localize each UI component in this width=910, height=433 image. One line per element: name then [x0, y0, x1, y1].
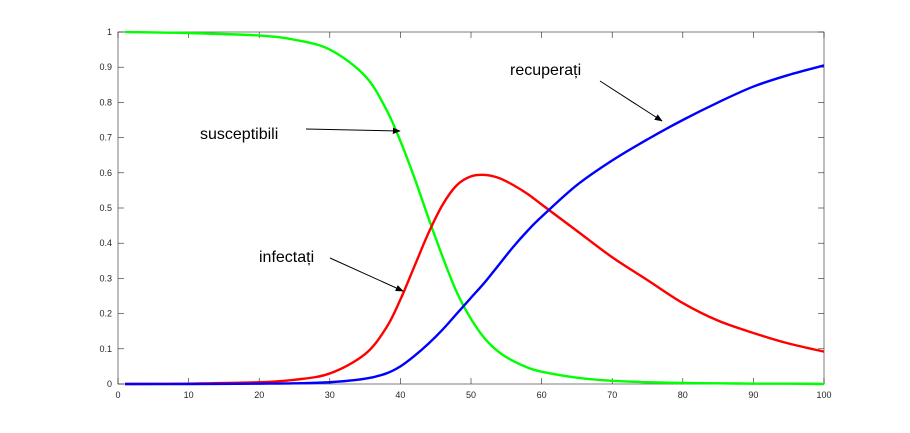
y-tick-label: 0.6	[99, 168, 112, 178]
x-tick-label: 50	[466, 390, 476, 400]
y-tick-label: 0.5	[99, 203, 112, 213]
susceptible-arrow	[305, 127, 401, 135]
x-tick-label: 0	[115, 390, 120, 400]
y-tick-label: 0.1	[99, 344, 112, 354]
y-tick-label: 0.7	[99, 133, 112, 143]
axes-box	[117, 31, 825, 385]
infected-label: infectați	[259, 249, 314, 266]
series-layer	[125, 30, 825, 386]
x-tick-label: 30	[325, 390, 335, 400]
y-tick-label: 0	[107, 379, 112, 389]
infected-arrow	[329, 257, 404, 292]
recovered-arrow	[599, 80, 663, 122]
x-tick-label: 90	[748, 390, 758, 400]
x-axis: 0 10 20 30 40 50 60 70 80 90 100	[115, 32, 832, 400]
y-tick-label: 0.4	[99, 238, 112, 248]
y-tick-label: 0.9	[99, 62, 112, 72]
plot-area: 0 10 20 30 40 50 60 70 80 90 100 00.10.20.30.40.50…	[99, 27, 831, 400]
susceptible-label: susceptibili	[200, 126, 278, 143]
series-line-susceptible	[125, 30, 825, 386]
y-tick-label: 0.2	[99, 309, 112, 319]
x-tick-label: 70	[607, 390, 617, 400]
recovered-label: recuperați	[510, 62, 581, 79]
y-axis: 0 0.1 0.2 0.3 0.4 0.5 0.6 0.7 0.8 0.9 1	[99, 27, 824, 389]
series-line-infected	[125, 173, 825, 386]
annotations: susceptibili infectați recuperați	[200, 62, 663, 292]
x-tick-label: 100	[816, 390, 831, 400]
x-tick-label: 20	[254, 390, 264, 400]
y-tick-label: 0.8	[99, 97, 112, 107]
x-tick-label: 10	[184, 390, 194, 400]
y-tick-label: 0.3	[99, 273, 112, 283]
x-tick-label: 60	[537, 390, 547, 400]
y-tick-label: 1	[107, 27, 112, 37]
series-line-recovered	[125, 64, 825, 386]
x-tick-label: 40	[395, 390, 405, 400]
x-tick-label: 80	[678, 390, 688, 400]
